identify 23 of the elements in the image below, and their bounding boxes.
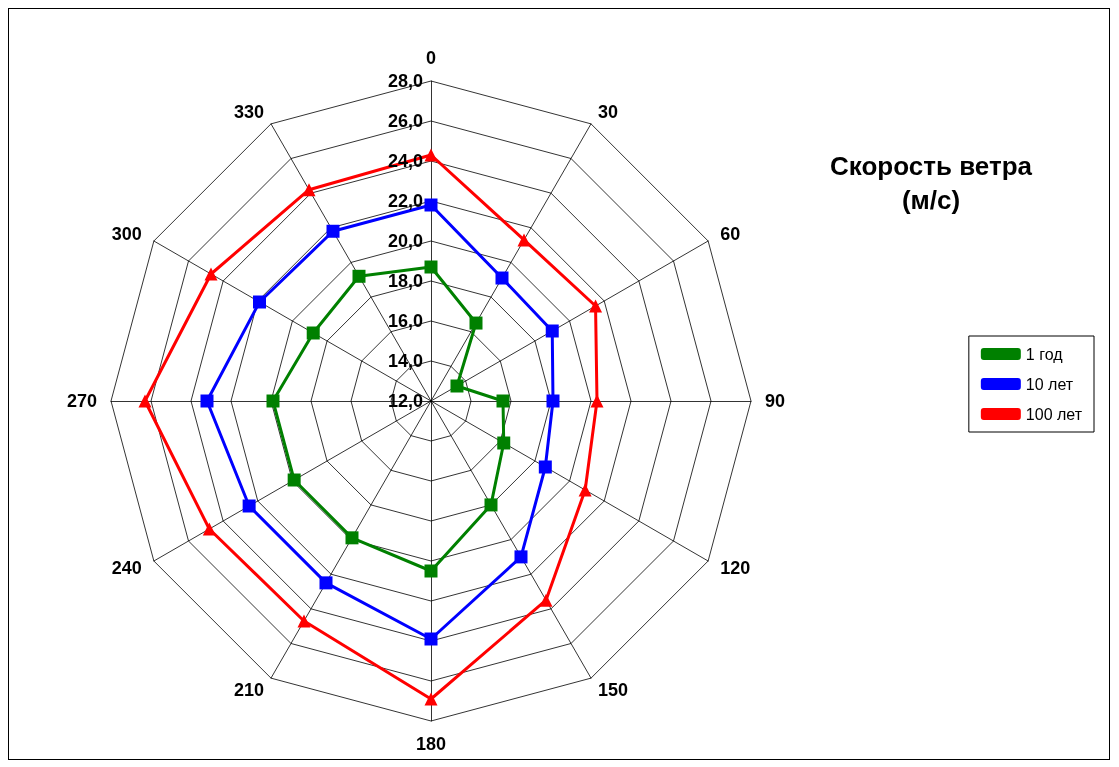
spoke-label: 150 [598, 680, 629, 701]
y-tick-label: 20,0 [387, 231, 423, 251]
text: Скорость ветра (м/с) [830, 151, 1033, 215]
spoke-label: 210 [233, 680, 264, 701]
spoke-label: 90 [765, 391, 786, 411]
y-tick-label: 18,0 [387, 271, 423, 291]
y-tick-label: 28,0 [387, 71, 423, 91]
y-tick-label: 16,0 [387, 311, 423, 331]
spoke-label: 60 [720, 224, 741, 244]
spoke-label: 30 [598, 101, 619, 122]
y-tick-label: 26,0 [387, 111, 423, 131]
legend-label: 100 лет [1025, 405, 1083, 423]
spoke-label: 120 [720, 558, 751, 578]
spoke-label: 180 [415, 734, 447, 754]
y-tick-label: 14,0 [387, 351, 423, 371]
legend-label: 1 год [1025, 345, 1064, 363]
spoke-label: 0 [425, 48, 437, 68]
spoke-label: 240 [111, 558, 142, 578]
y-tick-label: 22,0 [387, 191, 423, 211]
spoke-label: 330 [233, 101, 264, 122]
legend-label: 10 лет [1025, 375, 1074, 393]
spoke-label: 300 [111, 224, 142, 244]
spoke-label: 270 [66, 391, 97, 411]
